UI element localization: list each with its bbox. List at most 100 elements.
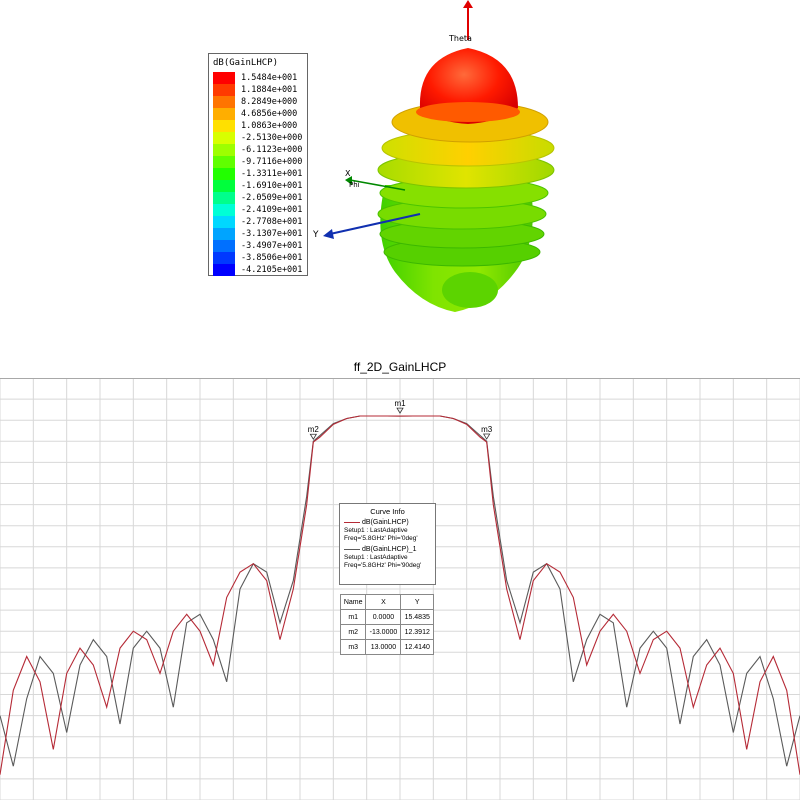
marker-table-header: Name X Y xyxy=(339,594,434,610)
curve-info-sub1-1: Setup1 : LastAdaptive xyxy=(344,554,408,561)
legend-row: -6.1123e+000 xyxy=(213,144,307,156)
legend-swatch xyxy=(213,144,235,156)
legend-label: -2.4109e+001 xyxy=(241,205,303,215)
phi-label: Phi xyxy=(349,181,360,189)
legend-row: -3.4907e+001 xyxy=(213,240,307,252)
curve-info-name-0: dB(GainLHCP) xyxy=(362,519,409,526)
legend-swatch xyxy=(213,252,235,264)
y-arrowhead xyxy=(323,229,334,239)
legend-row: 1.0863e+000 xyxy=(213,120,307,132)
theta-arrowhead xyxy=(463,0,473,8)
legend-row: -2.4109e+001 xyxy=(213,204,307,216)
legend-row: 4.6856e+000 xyxy=(213,108,307,120)
legend-swatch xyxy=(213,72,235,84)
marker-table: Name X Y m1 0.0000 15.4835 m2 -13.0000 1… xyxy=(339,594,434,655)
legend-swatch xyxy=(213,120,235,132)
curve-info-entry-1: dB(GainLHCP)_1 Setup1 : LastAdaptive Fre… xyxy=(344,546,435,570)
marker-m1 xyxy=(396,407,404,414)
curve-info-swatch-0 xyxy=(344,521,360,523)
legend-label: -2.0509e+001 xyxy=(241,193,303,203)
curve-info-entry-0: dB(GainLHCP) Setup1 : LastAdaptive Freq=… xyxy=(344,519,435,543)
marker-header-y: Y xyxy=(400,594,434,610)
legend-swatch xyxy=(213,204,235,216)
curve-info-sub1-0: Setup1 : LastAdaptive xyxy=(344,527,408,534)
curve-info-sub2-0: Freq='5.8GHz' Phi='0deg' xyxy=(344,535,418,542)
legend-label: -2.7708e+001 xyxy=(241,217,303,227)
legend-label: -1.3311e+001 xyxy=(241,169,303,179)
legend-label: 1.0863e+000 xyxy=(241,121,298,131)
curve-info-title: Curve Info xyxy=(370,507,405,516)
series-line-0 xyxy=(0,415,800,775)
curve-info-box: Curve Info dB(GainLHCP) Setup1 : LastAda… xyxy=(339,503,436,585)
legend-label: -4.2105e+001 xyxy=(241,265,303,275)
legend-row: 8.2849e+000 xyxy=(213,96,307,108)
legend-title: dB(GainLHCP) xyxy=(213,58,279,68)
theta-label: Theta xyxy=(448,34,472,43)
table-row: m3 13.0000 12.4140 xyxy=(339,639,434,655)
legend-swatch xyxy=(213,228,235,240)
table-row: m2 -13.0000 12.3912 xyxy=(339,624,434,640)
legend-label: 4.6856e+000 xyxy=(241,109,298,119)
marker-cell: 12.4140 xyxy=(400,639,434,655)
legend-swatch xyxy=(213,192,235,204)
legend-label: 8.2849e+000 xyxy=(241,97,298,107)
legend-swatch xyxy=(213,168,235,180)
3d-radiation-pattern: Theta X Phi Y xyxy=(312,0,555,312)
legend-swatch xyxy=(213,180,235,192)
marker-cell: 12.3912 xyxy=(400,624,434,640)
marker-label-m1: m1 xyxy=(394,399,406,408)
legend-swatch xyxy=(213,156,235,168)
legend-swatch xyxy=(213,240,235,252)
legend-row: -3.1307e+001 xyxy=(213,228,307,240)
y-axis xyxy=(329,213,421,235)
x-arrowhead xyxy=(345,176,352,185)
y-axis-label: Y xyxy=(312,230,319,240)
legend-row: 1.1884e+001 xyxy=(213,84,307,96)
legend-label: 1.5484e+001 xyxy=(241,73,298,83)
legend-swatch xyxy=(213,216,235,228)
marker-cell: m1 xyxy=(339,609,367,625)
color-legend: dB(GainLHCP) 1.5484e+001 1.1884e+001 8.284… xyxy=(208,53,308,276)
plot-title: ff_2D_GainLHCP xyxy=(353,360,447,374)
legend-row: -1.6910e+001 xyxy=(213,180,307,192)
legend-swatch xyxy=(213,96,235,108)
marker-m3 xyxy=(482,433,491,440)
marker-cell: 13.0000 xyxy=(365,639,402,655)
legend-label: -3.1307e+001 xyxy=(241,229,303,239)
marker-cell: 15.4835 xyxy=(400,609,434,625)
x-axis-label: X xyxy=(345,169,351,178)
marker-header-name: Name xyxy=(339,594,367,610)
legend-swatch xyxy=(213,108,235,120)
curve-info-sub2-1: Freq='5.8GHz' Phi='90deg' xyxy=(344,562,422,569)
marker-cell: -13.0000 xyxy=(365,624,402,640)
marker-cell: m2 xyxy=(339,624,367,640)
table-row: m1 0.0000 15.4835 xyxy=(339,609,434,625)
legend-row: -9.7116e+000 xyxy=(213,156,307,168)
marker-cell: m3 xyxy=(339,639,367,655)
legend-label: -2.5130e+000 xyxy=(241,133,303,143)
legend-label: -3.8506e+001 xyxy=(241,253,303,263)
3d-pattern-panel: Theta X Phi Y dB(GainLHCP) 1.5484e+001 1.… xyxy=(0,0,800,360)
x-axis xyxy=(349,179,406,191)
legend-row: 1.5484e+001 xyxy=(213,72,307,84)
legend-swatch xyxy=(213,132,235,144)
marker-label-m2: m2 xyxy=(308,425,320,434)
legend-label: -1.6910e+001 xyxy=(241,181,303,191)
curve-info-name-1: dB(GainLHCP)_1 xyxy=(362,546,417,553)
pattern-bottom-lobe xyxy=(442,272,498,308)
curve-info-swatch-1 xyxy=(344,548,360,550)
legend-row: -2.5130e+000 xyxy=(213,132,307,144)
marker-label-m3: m3 xyxy=(481,425,493,434)
legend-row: -2.0509e+001 xyxy=(213,192,307,204)
marker-header-x: X xyxy=(365,594,402,610)
legend-label: 1.1884e+001 xyxy=(241,85,298,95)
legend-swatch xyxy=(213,264,235,276)
legend-swatch xyxy=(213,84,235,96)
legend-row: -1.3311e+001 xyxy=(213,168,307,180)
legend-row: -3.8506e+001 xyxy=(213,252,307,264)
legend-row: -2.7708e+001 xyxy=(213,216,307,228)
legend-label: -9.7116e+000 xyxy=(241,157,303,167)
marker-m2 xyxy=(309,433,318,440)
legend-label: -3.4907e+001 xyxy=(241,241,303,251)
